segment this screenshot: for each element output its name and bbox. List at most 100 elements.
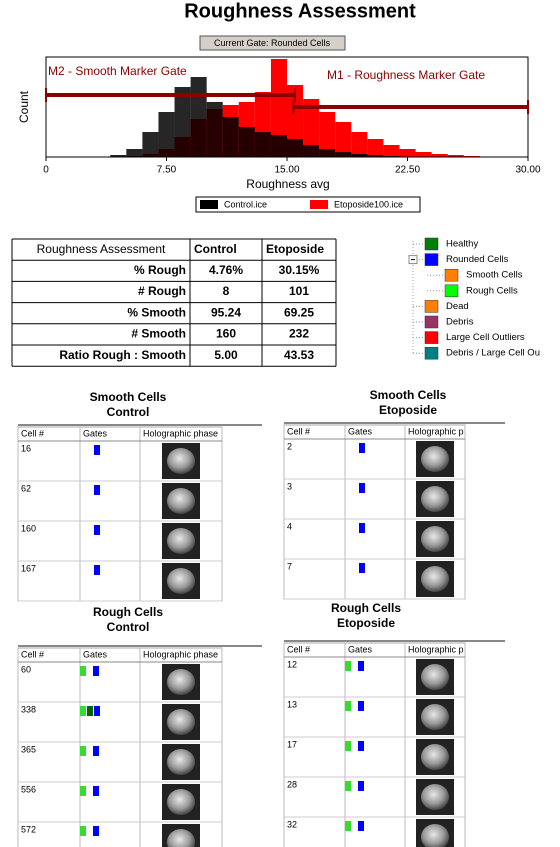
table-cell: 95.24: [211, 305, 241, 319]
histogram-bar: [303, 99, 320, 157]
gate-label: Large Cell Outliers: [446, 332, 525, 343]
gate-label: Smooth Cells: [466, 270, 523, 281]
legend-swatch: [200, 200, 218, 209]
histogram-bar: [206, 102, 223, 157]
cell-blob: [167, 528, 195, 554]
column-header: Holographic p: [408, 644, 464, 654]
gate-chip: [345, 821, 351, 831]
cell-number: 13: [287, 699, 297, 709]
table-cell: 8: [223, 284, 230, 298]
column-header: Gates: [83, 428, 108, 438]
histogram-bar: [383, 145, 400, 157]
cell-number: 2: [287, 441, 292, 451]
x-tick-label: 15.00: [274, 165, 299, 176]
cell-blob: [421, 446, 449, 472]
panel-title: Smooth Cells: [370, 388, 447, 402]
cell-blob: [421, 486, 449, 512]
gate-box: [199, 35, 346, 51]
current-gate: Current Gate: Rounded Cells: [214, 38, 331, 48]
panel-title: Control: [107, 620, 150, 634]
gate-label: Rounded Cells: [446, 254, 509, 265]
cell-blob: [421, 566, 449, 592]
histogram-bar: [142, 132, 159, 157]
page-title: Roughness Assessment: [184, 0, 416, 22]
table-cell: 5.00: [214, 348, 238, 362]
table-header: Etoposide: [266, 242, 324, 256]
cell-number: 28: [287, 779, 297, 789]
gate-swatch: [444, 268, 459, 282]
histogram-bar: [174, 87, 191, 157]
x-tick-label: 22.50: [395, 165, 420, 176]
table-cell: 69.25: [284, 305, 314, 319]
cell-number: 32: [287, 819, 297, 829]
cell-number: 572: [21, 824, 36, 834]
x-tick-label: 30.00: [515, 165, 540, 176]
cell-number: 365: [21, 744, 36, 754]
x-tick-label: 7.50: [157, 165, 177, 176]
table-cell: % Smooth: [127, 305, 186, 319]
histogram-bar: [447, 155, 464, 157]
histogram-bar: [319, 112, 336, 157]
gate-chip: [93, 746, 99, 756]
table-cell: 4.76%: [209, 263, 243, 277]
gate-swatch: [424, 315, 439, 329]
histogram-bar: [222, 117, 239, 157]
column-header: Gates: [83, 649, 108, 659]
gate-chip: [94, 565, 100, 575]
table-cell: Ratio Rough : Smooth: [59, 348, 186, 362]
histogram-bar: [335, 152, 352, 157]
panel-title: Smooth Cells: [90, 390, 167, 404]
gate-chip: [358, 661, 364, 671]
cell-blob: [421, 526, 449, 552]
table-header: Roughness Assessment: [37, 242, 166, 256]
cell-blob: [421, 704, 449, 730]
gate-chip: [359, 563, 365, 573]
legend-label: Control.ice: [224, 199, 267, 209]
histogram-bar: [110, 155, 127, 157]
cell-number: 62: [21, 483, 31, 493]
histogram-bar: [126, 149, 143, 157]
column-header: Holographic phase: [143, 649, 218, 659]
gate-chip: [80, 666, 86, 676]
table-cell: 160: [216, 327, 236, 341]
histogram-bar: [303, 145, 320, 157]
cell-blob: [167, 448, 195, 474]
column-header: Cell #: [287, 644, 310, 654]
column-header: Gates: [348, 644, 373, 654]
histogram-bar: [335, 122, 352, 157]
column-header: Cell #: [287, 426, 310, 436]
cell-number: 3: [287, 481, 292, 491]
gate-chip: [80, 746, 86, 756]
cell-blob: [167, 669, 195, 695]
gate-label: Debris / Large Cell Ou: [446, 348, 540, 359]
cell-blob: [421, 744, 449, 770]
gate-chip: [93, 666, 99, 676]
cell-blob: [167, 488, 195, 514]
histogram-bar: [367, 139, 384, 157]
marker-label: M1 - Roughness Marker Gate: [327, 68, 485, 82]
gate-swatch: [444, 284, 459, 298]
gate-chip: [358, 701, 364, 711]
histogram-bar: [319, 149, 336, 157]
gate-chip: [80, 786, 86, 796]
panel-title: Rough Cells: [93, 605, 163, 619]
gate-chip: [345, 661, 351, 671]
table-cell: 232: [289, 327, 309, 341]
cell-blob: [167, 568, 195, 594]
cell-blob: [421, 824, 449, 847]
histogram-bar: [351, 132, 368, 157]
gate-chip: [345, 741, 351, 751]
gate-chip: [94, 485, 100, 495]
gate-chip: [359, 483, 365, 493]
gate-swatch: [424, 346, 439, 360]
gate-chip: [94, 706, 100, 716]
histogram-bar: [367, 155, 384, 157]
cell-blob: [421, 784, 449, 810]
cell-number: 17: [287, 739, 297, 749]
table-cell: # Rough: [138, 284, 186, 298]
gate-label: Rough Cells: [466, 285, 518, 296]
gate-chip: [94, 525, 100, 535]
gate-chip: [358, 741, 364, 751]
cell-blob: [167, 829, 195, 847]
